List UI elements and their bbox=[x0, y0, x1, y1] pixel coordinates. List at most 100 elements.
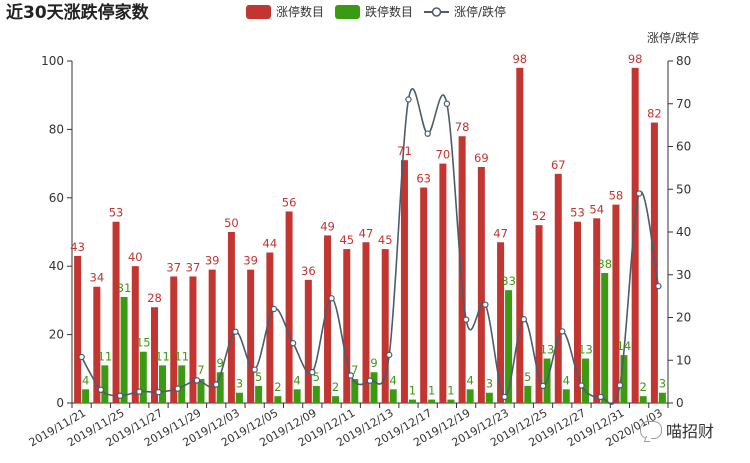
limit-up-data-label: 71 bbox=[397, 144, 412, 158]
limit-down-data-label: 5 bbox=[255, 370, 262, 384]
ratio-point bbox=[251, 366, 258, 373]
limit-down-bar bbox=[581, 358, 589, 403]
legend-label-limit-down: 跌停数目 bbox=[365, 4, 413, 19]
limit-down-data-label: 11 bbox=[155, 349, 170, 363]
limit-up-bar bbox=[189, 276, 197, 403]
ratio-point bbox=[232, 328, 239, 335]
limit-up-data-label: 70 bbox=[436, 148, 451, 162]
limit-up-data-label: 82 bbox=[647, 107, 662, 121]
limit-up-data-label: 50 bbox=[224, 216, 239, 230]
right-y-tick-label: 80 bbox=[676, 54, 691, 68]
limit-up-bar bbox=[362, 242, 370, 403]
legend-swatch-limit-up bbox=[246, 5, 271, 19]
limit-down-bar bbox=[524, 385, 532, 403]
limit-down-data-label: 14 bbox=[617, 339, 632, 353]
limit-down-bar bbox=[485, 392, 493, 403]
limit-down-data-label: 9 bbox=[217, 356, 224, 370]
limit-down-bar bbox=[82, 389, 90, 403]
limit-up-bar bbox=[535, 225, 543, 403]
limit-down-bar bbox=[139, 351, 147, 403]
limit-down-bar bbox=[332, 396, 340, 403]
limit-down-bar bbox=[216, 372, 224, 403]
ratio-point bbox=[289, 339, 297, 347]
limit-up-data-label: 43 bbox=[70, 240, 85, 254]
limit-down-bar bbox=[447, 399, 455, 403]
limit-down-data-label: 4 bbox=[466, 373, 473, 387]
legend-item-limit-down[interactable]: 跌停数目 bbox=[335, 4, 413, 19]
limit-up-bar bbox=[112, 221, 120, 403]
limit-up-bar bbox=[74, 255, 82, 403]
ratio-point bbox=[539, 382, 547, 390]
limit-up-data-label: 39 bbox=[243, 254, 258, 268]
limit-up-bar bbox=[93, 286, 101, 403]
limit-up-bar bbox=[573, 221, 581, 403]
limit-down-bar bbox=[466, 389, 474, 403]
limit-up-data-label: 37 bbox=[186, 260, 201, 274]
limit-down-bars bbox=[82, 273, 666, 403]
left-y-tick-label: 20 bbox=[49, 328, 64, 342]
limit-down-data-label: 11 bbox=[98, 349, 113, 363]
legend-label-limit-up: 涨停数目 bbox=[276, 4, 324, 19]
right-y-tick-label: 20 bbox=[676, 311, 691, 325]
right-y-tick-label: 30 bbox=[676, 268, 691, 282]
ratio-point bbox=[559, 328, 566, 335]
limit-up-bar bbox=[324, 235, 332, 403]
limit-down-bar bbox=[312, 385, 320, 403]
right-axis-name: 涨停/跌停 bbox=[647, 30, 699, 45]
limit-down-bar bbox=[351, 379, 359, 403]
ratio-point bbox=[386, 351, 393, 359]
limit-down-data-label: 33 bbox=[501, 274, 516, 288]
limit-down-bar bbox=[120, 296, 128, 403]
limit-down-bar bbox=[235, 392, 243, 403]
legend-item-ratio[interactable]: 涨停/跌停 bbox=[424, 4, 506, 19]
left-y-tick-label: 40 bbox=[49, 259, 64, 273]
limit-up-data-label: 78 bbox=[455, 120, 470, 134]
left-y-tick-label: 0 bbox=[56, 396, 64, 410]
ratio-point bbox=[578, 382, 585, 389]
limit-up-bar bbox=[208, 269, 216, 403]
limit-down-data-label: 7 bbox=[351, 363, 358, 377]
limit-down-data-label: 9 bbox=[370, 356, 377, 370]
limit-up-data-label: 56 bbox=[282, 195, 297, 209]
ratio-point bbox=[174, 385, 181, 392]
limit-up-data-label: 52 bbox=[532, 209, 547, 223]
limit-down-data-label: 5 bbox=[313, 370, 320, 384]
ratio-point bbox=[212, 381, 220, 388]
wechat-icon bbox=[640, 421, 662, 439]
limit-up-bar bbox=[151, 307, 159, 403]
limit-up-bar bbox=[439, 163, 447, 403]
ratio-point bbox=[270, 305, 278, 313]
limit-down-data-label: 2 bbox=[274, 380, 281, 394]
limit-up-bar bbox=[131, 266, 139, 403]
ratio-point bbox=[616, 382, 624, 389]
limit-up-bar bbox=[381, 249, 389, 403]
legend-label-ratio: 涨停/跌停 bbox=[454, 4, 506, 19]
watermark-text: 喵招财 bbox=[666, 422, 715, 441]
limit-up-bar bbox=[247, 269, 255, 403]
legend-item-limit-up[interactable]: 涨停数目 bbox=[246, 4, 324, 19]
limit-down-data-label: 15 bbox=[136, 336, 151, 350]
ratio-point bbox=[78, 353, 85, 361]
limit-down-data-label: 3 bbox=[486, 377, 493, 391]
ratio-point bbox=[462, 316, 470, 323]
limit-down-data-label: 1 bbox=[447, 384, 454, 398]
limit-up-data-label: 45 bbox=[378, 233, 393, 247]
legend-marker-ratio bbox=[431, 7, 442, 17]
ratio-point bbox=[424, 130, 431, 137]
limit-up-data-label: 39 bbox=[205, 254, 220, 268]
ratio-point bbox=[520, 316, 528, 323]
limit-down-data-label: 3 bbox=[659, 377, 666, 391]
limit-down-data-label: 2 bbox=[332, 380, 339, 394]
limit-up-bar bbox=[497, 242, 505, 403]
legend[interactable]: 涨停数目 跌停数目 涨停/跌停 bbox=[246, 4, 506, 19]
limit-up-bar bbox=[227, 232, 235, 403]
legend-swatch-limit-down bbox=[335, 5, 360, 19]
limit-up-data-label: 37 bbox=[166, 260, 181, 274]
limit-down-bar bbox=[178, 365, 186, 403]
limit-up-data-label: 34 bbox=[90, 271, 105, 285]
watermark: 喵招财 bbox=[640, 418, 714, 442]
ratio-point bbox=[482, 301, 489, 308]
chart-title: 近30天涨跌停家数 bbox=[6, 2, 150, 23]
limit-up-data-label: 45 bbox=[339, 233, 354, 247]
limit-down-bar bbox=[658, 392, 666, 403]
